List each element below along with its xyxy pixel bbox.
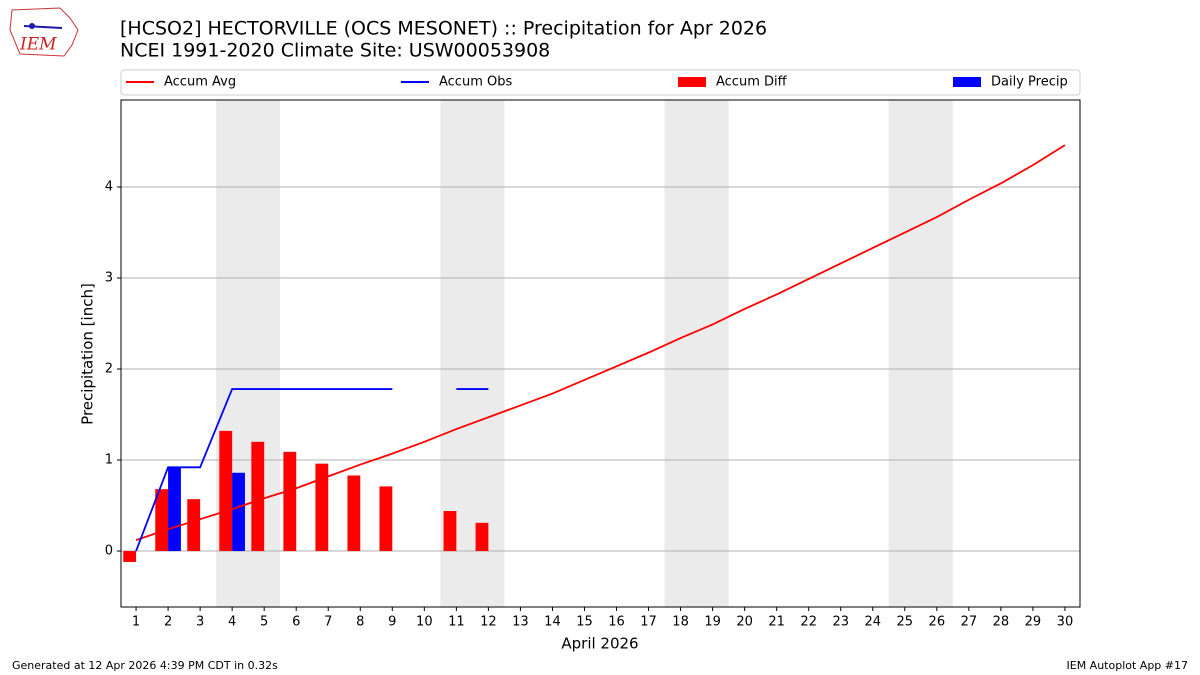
x-tick-label: 24 [864, 615, 881, 630]
bar [315, 463, 329, 552]
line [135, 144, 1066, 541]
bar [283, 451, 297, 552]
x-tick-label: 11 [448, 615, 465, 630]
legend-label: Accum Obs [439, 75, 512, 90]
x-tick-label: 30 [1057, 615, 1074, 630]
plot-area [121, 100, 1080, 607]
x-tick-label: 3 [196, 615, 204, 630]
legend-swatch [678, 77, 706, 87]
logo-text: IEM [19, 35, 57, 55]
y-tick-label: 4 [105, 180, 113, 195]
x-tick-label: 9 [388, 615, 396, 630]
x-axis-label: April 2026 [561, 635, 638, 653]
x-tick-label: 1 [132, 615, 140, 630]
x-tick-label: 6 [292, 615, 300, 630]
bar [347, 475, 361, 552]
x-tick-label: 26 [929, 615, 946, 630]
bar [187, 499, 201, 552]
x-tick-label: 17 [640, 615, 657, 630]
weekend-shade [664, 100, 729, 607]
x-tick-label: 12 [480, 615, 497, 630]
x-tick-label: 13 [512, 615, 529, 630]
bar [443, 510, 457, 552]
x-tick-label: 23 [832, 615, 849, 630]
x-tick-label: 20 [736, 615, 753, 630]
x-tick-label: 28 [993, 615, 1010, 630]
legend-label: Accum Avg [164, 75, 236, 90]
bar [379, 486, 393, 552]
bar [219, 430, 233, 552]
logo-outline [9, 7, 79, 57]
y-tick-label: 3 [105, 271, 113, 286]
x-tick-label: 10 [416, 615, 433, 630]
x-tick-label: 29 [1025, 615, 1042, 630]
plot-frame [120, 99, 1081, 608]
legend-label: Accum Diff [716, 75, 788, 90]
logo: IEM [9, 7, 79, 57]
bar [232, 472, 245, 552]
x-tick-label: 15 [576, 615, 593, 630]
y-tick-label: 2 [105, 362, 113, 377]
x-tick-label: 27 [961, 615, 978, 630]
x-tick-label: 16 [608, 615, 625, 630]
y-axis-label: Precipitation [inch] [79, 283, 97, 425]
bar [168, 467, 181, 552]
line [135, 388, 489, 552]
bar [251, 441, 265, 552]
x-tick-label: 4 [228, 615, 236, 630]
bar [155, 489, 169, 552]
x-tick-label: 18 [672, 615, 689, 630]
chart-title: [HCSO2] HECTORVILLE (OCS MESONET) :: Pre… [120, 18, 767, 40]
chart-subtitle: NCEI 1991-2020 Climate Site: USW00053908 [120, 40, 550, 62]
bar [475, 522, 489, 552]
legend-swatch [953, 77, 981, 87]
x-tick-label: 8 [356, 615, 364, 630]
x-tick-label: 19 [704, 615, 721, 630]
x-tick-label: 21 [768, 615, 785, 630]
x-tick-label: 25 [897, 615, 914, 630]
legend-box [120, 69, 1081, 96]
logo-icon [29, 23, 35, 29]
y-tick-label: 1 [105, 453, 113, 468]
x-tick-label: 22 [800, 615, 817, 630]
y-tick-label: 0 [105, 544, 113, 559]
x-tick-label: 14 [544, 615, 561, 630]
x-tick-label: 2 [164, 615, 172, 630]
x-tick-label: 5 [260, 615, 268, 630]
legend-label: Daily Precip [991, 75, 1068, 90]
x-tick-label: 7 [324, 615, 332, 630]
weekend-shade [888, 100, 953, 607]
footer-left: Generated at 12 Apr 2026 4:39 PM CDT in … [12, 659, 278, 672]
footer-right: IEM Autoplot App #17 [1067, 659, 1189, 672]
bar [123, 551, 137, 562]
